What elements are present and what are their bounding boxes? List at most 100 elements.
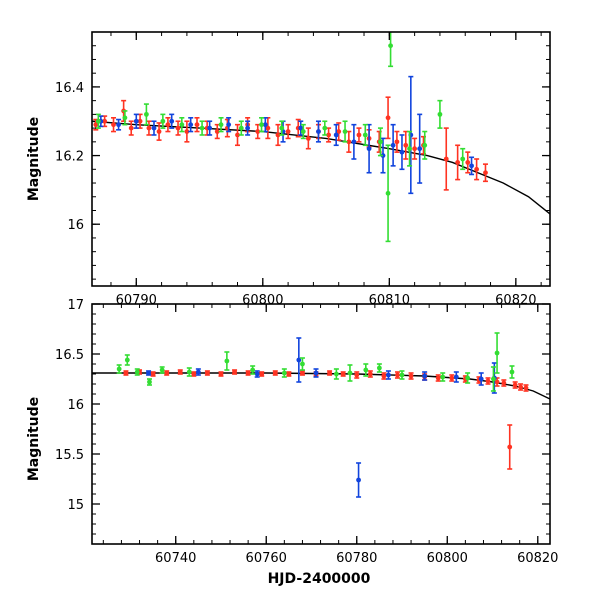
top-data-point [336, 122, 342, 141]
bottom-y-tick-label: 15.5 [55, 448, 84, 463]
bottom-y-tick-label: 16.5 [55, 348, 84, 363]
bottom-data-point [224, 351, 230, 371]
bottom-data-point [408, 372, 414, 380]
bottom-data-point [490, 366, 496, 392]
bottom-data-point [313, 368, 319, 378]
top-data-point [116, 118, 122, 131]
bottom-data-point [494, 332, 500, 374]
bottom-data-point [195, 368, 201, 376]
top-data-point [298, 120, 304, 136]
bottom-data-point [286, 371, 292, 377]
bottom-panel: Magnitude HJD-2400000 60740 60760 60780 608… [26, 298, 558, 587]
top-data-point [333, 123, 339, 147]
bottom-data-point [250, 365, 256, 375]
x-axis-label: HJD-2400000 [268, 571, 371, 587]
top-data-point [245, 120, 251, 136]
top-data-point [342, 120, 348, 143]
top-data-point [188, 117, 194, 133]
top-data-point [194, 117, 200, 133]
bottom-data-point [150, 371, 156, 377]
top-data-point [255, 123, 261, 140]
bottom-data-point [281, 368, 287, 378]
top-data-point [305, 127, 311, 150]
bottom-data-point [123, 370, 129, 376]
bottom-data-point [116, 364, 122, 374]
top-data-point [390, 123, 396, 167]
bottom-data-point [134, 368, 140, 376]
bottom-data-point [507, 424, 513, 470]
bottom-x-tick-label: 60800 [427, 551, 468, 566]
bottom-data-point [159, 366, 165, 374]
bottom-data-point [232, 369, 238, 375]
bottom-data-point [191, 371, 197, 377]
top-plot-area [92, 32, 550, 243]
bottom-y-tick-label: 17 [67, 298, 84, 313]
bottom-data-point [399, 370, 405, 380]
top-data-point [179, 117, 185, 133]
top-data-point [133, 113, 139, 129]
bottom-y-tick-label: 16 [67, 398, 84, 413]
bottom-data-point [453, 371, 459, 383]
bottom-data-point [186, 367, 192, 377]
bottom-data-point [501, 379, 507, 387]
bottom-data-point [354, 371, 360, 379]
bottom-data-point [254, 370, 260, 378]
bottom-data-point [518, 383, 524, 391]
bottom-data-point [485, 377, 491, 385]
top-axes-frame [91, 31, 551, 287]
bottom-plot-area [92, 332, 550, 498]
bottom-data-point [327, 370, 333, 376]
bottom-data-point [356, 462, 362, 498]
top-data-point [165, 117, 171, 133]
bottom-data-point [449, 374, 455, 382]
top-data-point [184, 120, 190, 143]
top-data-point [315, 120, 321, 143]
bottom-data-point [245, 370, 251, 376]
top-data-point [322, 120, 328, 136]
top-data-point [417, 113, 423, 184]
bottom-series-green [116, 332, 515, 392]
bottom-x-tick-label: 60740 [155, 551, 196, 566]
top-data-point [285, 123, 291, 140]
top-data-point [412, 137, 418, 160]
bottom-data-point [523, 384, 529, 392]
top-data-point [275, 123, 281, 147]
bottom-data-point [478, 372, 484, 386]
top-data-point [175, 120, 181, 136]
top-data-point [460, 147, 466, 171]
top-data-point [380, 137, 386, 174]
top-data-point [482, 163, 488, 183]
bottom-data-point [146, 378, 152, 386]
top-data-point [218, 117, 224, 133]
top-data-point [422, 130, 428, 160]
top-data-point [394, 130, 400, 153]
top-data-point [151, 120, 157, 136]
top-fit-curve [92, 120, 550, 215]
top-data-point [279, 120, 285, 136]
bottom-data-point [367, 370, 373, 378]
bottom-data-point [272, 370, 278, 376]
bottom-data-point [146, 370, 152, 376]
top-y-tick-label: 16 [67, 218, 84, 233]
top-data-point [455, 144, 461, 181]
bottom-x-tick-label: 60780 [336, 551, 377, 566]
bottom-data-point [333, 368, 339, 380]
top-data-point [474, 158, 480, 181]
top-data-point [169, 113, 175, 129]
bottom-x-tick-label: 60820 [517, 551, 558, 566]
bottom-data-point [164, 370, 170, 376]
top-series-blue [98, 75, 475, 195]
top-y-tick-label: 16.4 [55, 81, 84, 96]
top-data-point [362, 123, 368, 147]
bottom-data-point [385, 370, 391, 380]
bottom-data-point [124, 354, 130, 366]
bottom-data-point [363, 363, 369, 377]
bottom-data-point [440, 372, 446, 382]
top-data-point [351, 123, 357, 160]
bottom-data-point [394, 371, 400, 379]
top-data-point [300, 123, 306, 140]
top-data-point [238, 120, 244, 136]
top-data-point [385, 96, 391, 140]
